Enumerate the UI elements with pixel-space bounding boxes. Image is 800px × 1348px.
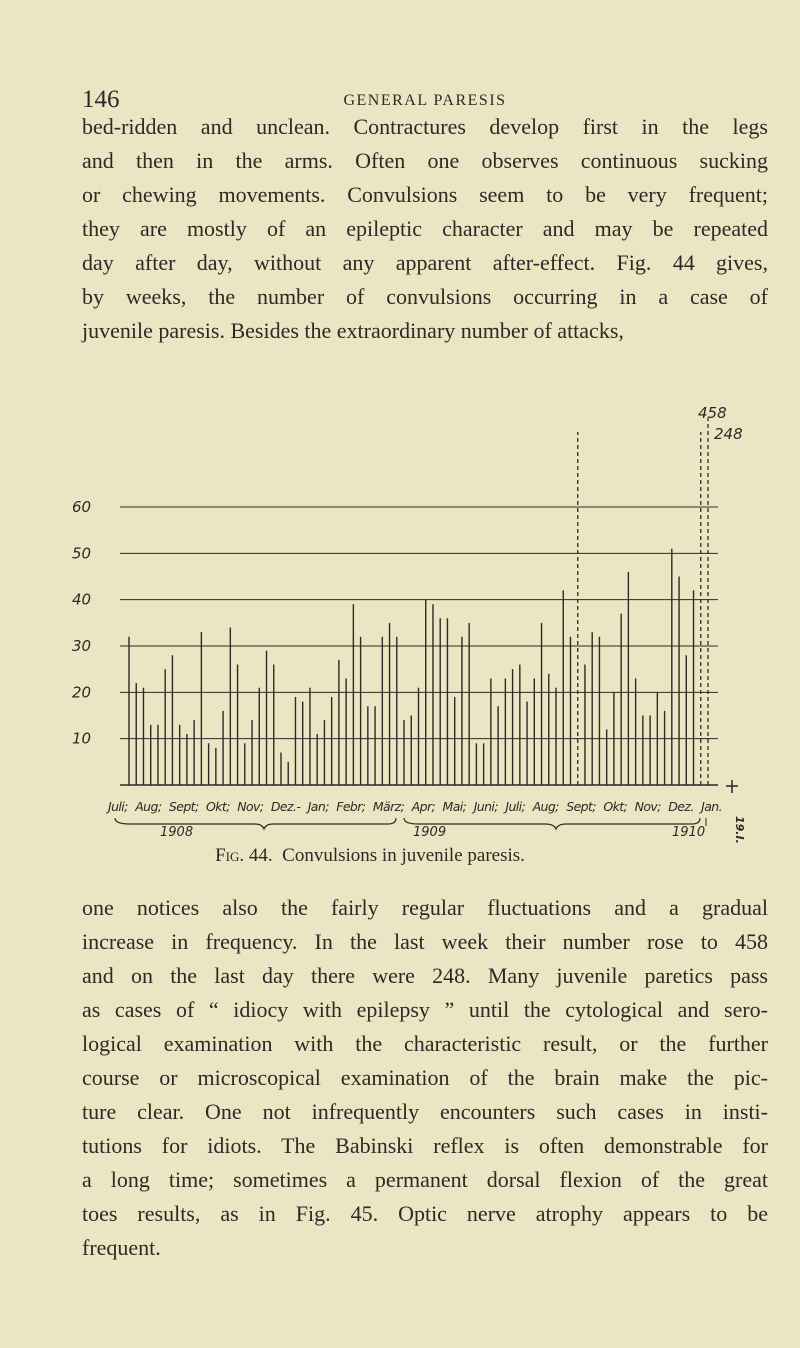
text-line: ture clear. One not infrequently encount… (82, 1099, 768, 1124)
year-label-1910: 1910 (672, 825, 706, 840)
caption-label: Fig. 44. (215, 845, 273, 866)
paragraph-bottom: one notices also the fairly regular fluc… (82, 891, 768, 1265)
text-line: one notices also the fairly regular fluc… (82, 895, 768, 920)
month-label: Dez. (668, 799, 694, 814)
text-line: toes results, as in Fig. 45. Optic nerve… (82, 1201, 768, 1226)
text-line: logical examination with the characteris… (82, 1031, 768, 1056)
text-line: or chewing movements. Convulsions seem t… (82, 182, 768, 207)
year-label-1909: 1909 (413, 825, 447, 840)
caption-text: Convulsions in juvenile paresis. (282, 845, 525, 866)
month-label: März; (372, 799, 405, 814)
text-line: they are mostly of an epileptic characte… (82, 216, 768, 241)
month-label: Nov; (237, 799, 264, 814)
text-line: as cases of “ idiocy with epilepsy ” unt… (82, 997, 768, 1022)
month-label: Apr; (411, 799, 436, 814)
text-line: a long time; sometimes a permanent dorsa… (82, 1167, 768, 1192)
month-label: Juni; (473, 799, 499, 814)
text-line: juvenile paresis. Besides the extraordin… (82, 318, 624, 343)
month-label: Sept; (168, 799, 199, 814)
text-line: by weeks, the number of convulsions occu… (82, 284, 768, 309)
month-label: Okt; (206, 799, 230, 814)
month-label: Okt; (603, 799, 628, 814)
month-label: Jan; (307, 799, 330, 814)
y-tick-label: 60 (72, 498, 91, 516)
text-line: bed-ridden and unclean. Contractures dev… (82, 114, 768, 139)
off-scale-label-458: 458 (698, 404, 727, 422)
month-label: Dez.- (270, 799, 301, 814)
bracket-1908 (114, 817, 397, 831)
convulsions-chart: 10 20 30 40 50 60 248 458 (72, 404, 743, 831)
text-line: frequent. (82, 1235, 161, 1260)
month-label: Juli; (505, 799, 526, 814)
year-label-1908: 1908 (160, 825, 194, 840)
month-labels: Juli; Aug; Sept; Okt; Nov; Dez.- Jan; Febr; März… (108, 799, 723, 814)
page-header: 146 GENERAL PARESIS (82, 86, 768, 116)
end-mark (726, 780, 738, 793)
month-label: Sept; (566, 799, 596, 814)
text-line: and on the last day there were 248. Many… (82, 963, 768, 988)
page-number: 146 (82, 86, 120, 113)
running-title: GENERAL PARESIS (343, 92, 507, 109)
bracket-1909 (403, 817, 701, 831)
month-label: Febr; (336, 799, 366, 814)
month-label: Mai; (442, 799, 467, 814)
y-tick-label: 40 (72, 591, 91, 609)
y-tick-label: 30 (72, 637, 91, 655)
y-tick-label: 10 (72, 730, 91, 748)
month-label: Nov; (634, 799, 662, 814)
text-line: course or microscopical examination of t… (82, 1065, 768, 1090)
side-note: 19.I. (733, 816, 746, 844)
text-line: day after day, without any apparent afte… (82, 250, 768, 275)
off-scale-label-248: 248 (714, 425, 743, 443)
month-label: Aug; (135, 799, 162, 814)
month-label: Juli; (108, 799, 128, 814)
y-tick-label: 50 (72, 544, 91, 562)
month-label: Aug; (532, 799, 560, 814)
paragraph-top: bed-ridden and unclean. Contractures dev… (82, 110, 768, 348)
text-line: increase in frequency. In the last week … (82, 929, 768, 954)
month-label: Jan. (701, 799, 722, 814)
figure-caption: Fig. 44. Convulsions in juvenile paresis… (0, 845, 740, 867)
text-line: tutions for idiots. The Babinski reflex … (82, 1133, 768, 1158)
text-line: and then in the arms. Often one observes… (82, 148, 768, 173)
y-tick-label: 20 (72, 683, 91, 701)
